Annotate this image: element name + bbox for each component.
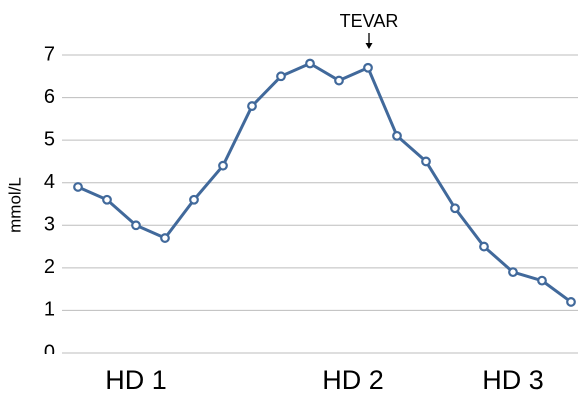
annotation-arrowhead (365, 43, 373, 49)
y-tick-label: 1 (44, 299, 55, 321)
y-tick-label: 4 (44, 171, 55, 193)
data-point (189, 194, 199, 205)
annotation: TEVAR (340, 11, 399, 31)
data-point (102, 194, 112, 205)
data-point (305, 58, 315, 69)
y-tick-label: 0 (44, 341, 55, 363)
data-line (77, 62, 572, 304)
axis-mask (0, 354, 580, 364)
data-point (450, 203, 460, 214)
x-tick-label: HD 2 (322, 365, 384, 395)
data-point (160, 233, 170, 243)
data-point (131, 220, 141, 231)
y-tick-label: 5 (44, 128, 55, 150)
y-axis-label: mmol/L (5, 177, 24, 233)
data-point (247, 101, 257, 111)
data-point (218, 160, 228, 171)
y-tick-label: 7 (44, 43, 55, 65)
data-point (566, 297, 576, 307)
data-point (392, 130, 402, 141)
data-point (508, 267, 518, 278)
x-tick-label: HD 1 (105, 365, 167, 395)
data-point (73, 182, 83, 192)
y-tick-label: 6 (44, 86, 55, 108)
data-point (363, 62, 373, 73)
x-tick-label: HD 3 (482, 365, 544, 395)
data-point (334, 75, 344, 86)
data-point (479, 241, 489, 252)
data-point (421, 156, 431, 167)
y-tick-label: 2 (44, 256, 55, 278)
data-point (537, 275, 547, 286)
data-point (276, 71, 286, 82)
y-tick-label: 3 (44, 214, 55, 236)
